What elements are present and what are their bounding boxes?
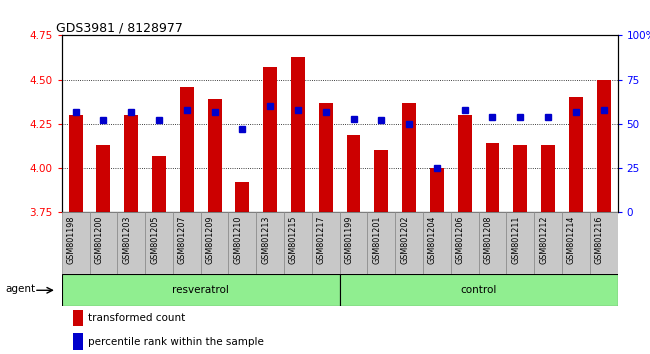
Bar: [318, 103, 333, 212]
Bar: [367, 212, 395, 274]
Text: GSM801201: GSM801201: [372, 216, 382, 264]
Text: GSM801203: GSM801203: [122, 216, 131, 264]
Text: GSM801200: GSM801200: [94, 216, 103, 264]
Bar: [514, 145, 527, 212]
Bar: [374, 150, 388, 212]
Bar: [256, 212, 284, 274]
Text: GSM801216: GSM801216: [595, 216, 604, 264]
Bar: [263, 67, 277, 212]
Text: GSM801208: GSM801208: [484, 216, 493, 264]
Bar: [541, 145, 555, 212]
Bar: [145, 212, 173, 274]
Bar: [312, 212, 340, 274]
Text: GSM801205: GSM801205: [150, 216, 159, 264]
Text: GSM801206: GSM801206: [456, 216, 465, 264]
Bar: [207, 99, 222, 212]
Text: GSM801217: GSM801217: [317, 216, 326, 264]
Bar: [458, 115, 472, 212]
Bar: [235, 182, 250, 212]
Bar: [117, 212, 145, 274]
Bar: [284, 212, 312, 274]
Bar: [90, 212, 117, 274]
Bar: [478, 212, 506, 274]
Text: transformed count: transformed count: [88, 313, 186, 323]
Bar: [62, 274, 339, 306]
Text: GSM801210: GSM801210: [233, 216, 242, 264]
Text: GSM801199: GSM801199: [344, 216, 354, 264]
Bar: [73, 333, 83, 350]
Text: GSM801207: GSM801207: [178, 216, 187, 264]
Bar: [395, 212, 423, 274]
Text: control: control: [460, 285, 497, 295]
Bar: [486, 143, 499, 212]
Bar: [451, 212, 478, 274]
Bar: [430, 168, 444, 212]
Text: resveratrol: resveratrol: [172, 285, 229, 295]
Text: GSM801214: GSM801214: [567, 216, 576, 264]
Text: agent: agent: [5, 284, 35, 294]
Bar: [402, 103, 416, 212]
Bar: [569, 97, 583, 212]
Text: GSM801209: GSM801209: [205, 216, 214, 264]
Bar: [291, 57, 305, 212]
Bar: [562, 212, 590, 274]
Bar: [173, 212, 201, 274]
Bar: [506, 212, 534, 274]
Text: GSM801215: GSM801215: [289, 216, 298, 264]
Bar: [124, 115, 138, 212]
Bar: [423, 212, 451, 274]
Bar: [152, 156, 166, 212]
Bar: [69, 115, 83, 212]
Bar: [339, 212, 367, 274]
Bar: [229, 212, 256, 274]
Bar: [180, 87, 194, 212]
Bar: [590, 212, 618, 274]
Bar: [73, 309, 83, 326]
Bar: [62, 212, 90, 274]
Bar: [597, 80, 610, 212]
Text: GSM801198: GSM801198: [67, 216, 75, 264]
Text: GSM801213: GSM801213: [261, 216, 270, 264]
Bar: [201, 212, 229, 274]
Bar: [534, 212, 562, 274]
Text: GSM801204: GSM801204: [428, 216, 437, 264]
Text: GDS3981 / 8128977: GDS3981 / 8128977: [56, 21, 183, 34]
Text: GSM801211: GSM801211: [512, 216, 520, 264]
Text: percentile rank within the sample: percentile rank within the sample: [88, 337, 265, 347]
Text: GSM801212: GSM801212: [539, 216, 548, 264]
Text: GSM801202: GSM801202: [400, 216, 409, 264]
Bar: [346, 135, 361, 212]
Bar: [339, 274, 618, 306]
Bar: [96, 145, 110, 212]
